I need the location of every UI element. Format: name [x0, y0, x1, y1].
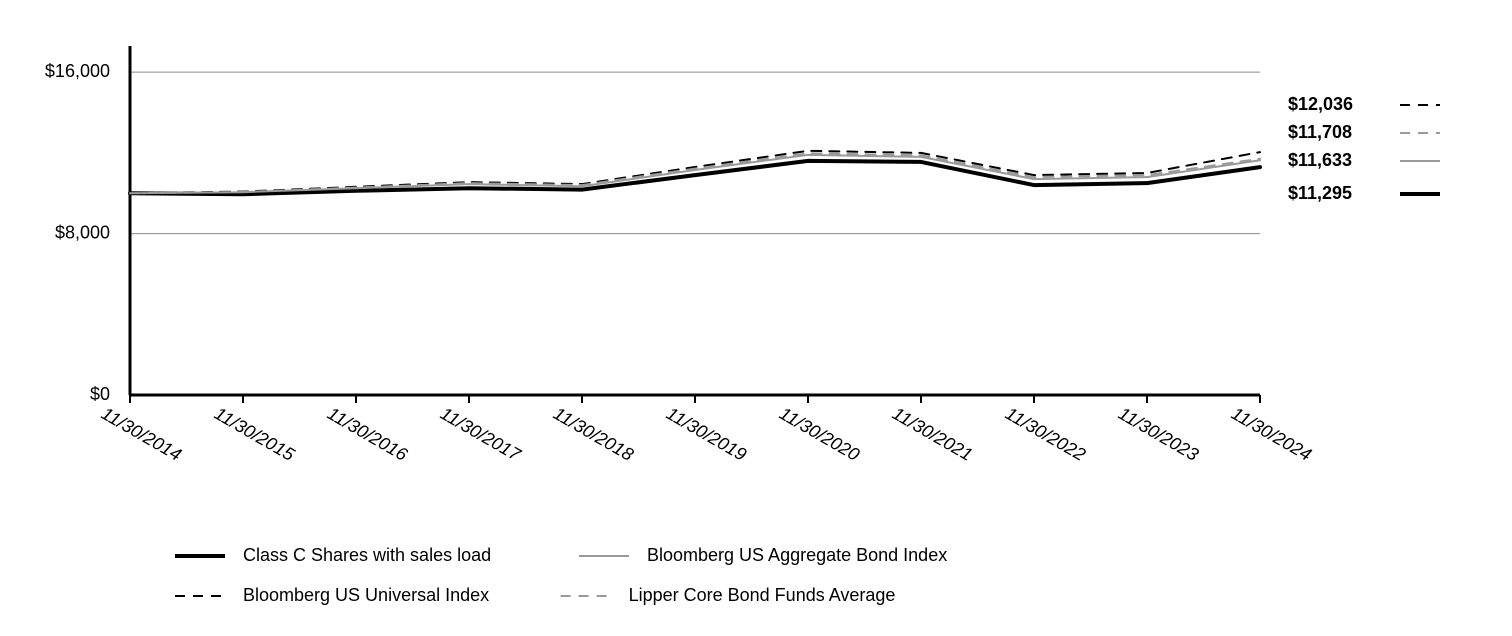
y-axis-label: $0	[90, 384, 110, 404]
end-value-label: $12,036	[1288, 94, 1353, 114]
end-value-label: $11,633	[1288, 150, 1352, 170]
legend-label: Lipper Core Bond Funds Average	[629, 585, 896, 605]
end-value-label: $11,708	[1288, 122, 1352, 142]
end-value-label: $11,295	[1288, 183, 1352, 203]
legend-label: Class C Shares with sales load	[243, 545, 491, 565]
y-axis-label: $8,000	[55, 222, 110, 242]
legend-label: Bloomberg US Universal Index	[243, 585, 489, 605]
legend-label: Bloomberg US Aggregate Bond Index	[647, 545, 947, 565]
y-axis-label: $16,000	[45, 61, 110, 81]
growth-line-chart: $0$8,000$16,00011/30/201411/30/201511/30…	[0, 0, 1512, 636]
